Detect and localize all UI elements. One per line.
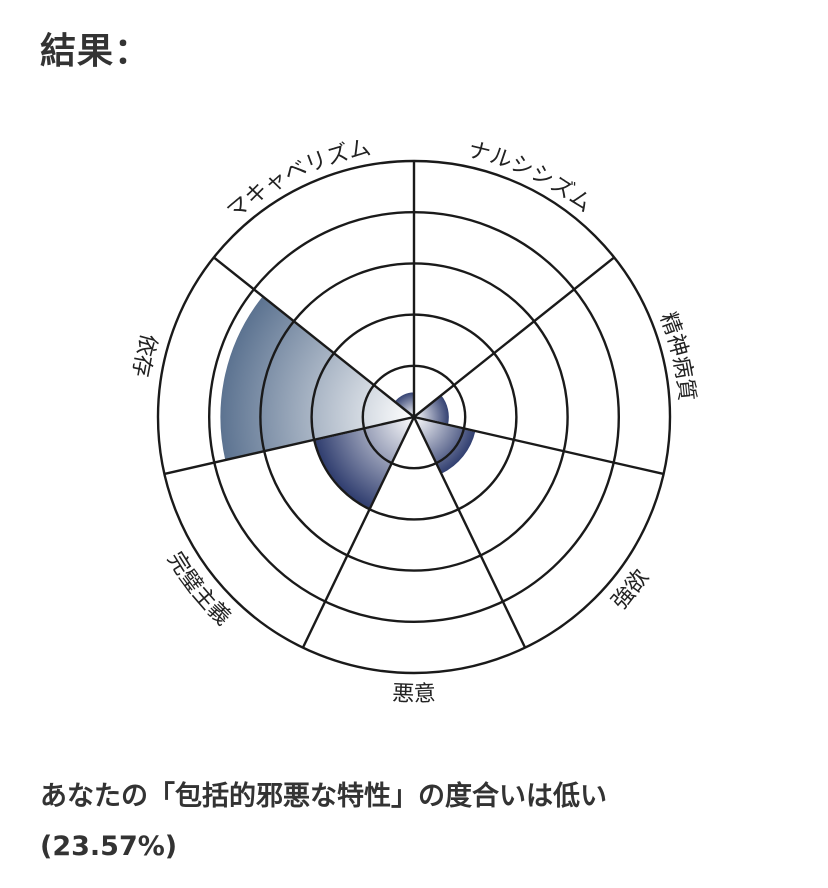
sector-6: [218, 294, 417, 462]
grid-spoke: [413, 256, 615, 418]
category-label: 精神病質: [655, 309, 699, 402]
grid-spoke: [413, 415, 664, 476]
page-title: 結果：: [40, 31, 152, 72]
sector-3: [412, 415, 478, 476]
result-text: あなたの「包括的邪悪な特性」の度合いは低い (23.57%): [40, 772, 607, 872]
category-label: マキャベリズム: [223, 136, 373, 225]
grid-spoke: [301, 416, 416, 649]
grid: [156, 159, 672, 675]
grid-spoke: [412, 416, 527, 649]
grid-spoke: [213, 256, 415, 418]
category-label: ナルシシズム: [466, 138, 597, 218]
grid-spoke: [164, 415, 415, 476]
sectors: [218, 294, 478, 511]
category-label: 悪意: [392, 681, 436, 707]
result-percentage: (23.57%): [40, 831, 178, 862]
result-summary: あなたの「包括的邪悪な特性」の度合いは低い: [40, 781, 607, 812]
category-label: 強欲: [607, 565, 654, 615]
category-label: 依存: [127, 331, 161, 379]
